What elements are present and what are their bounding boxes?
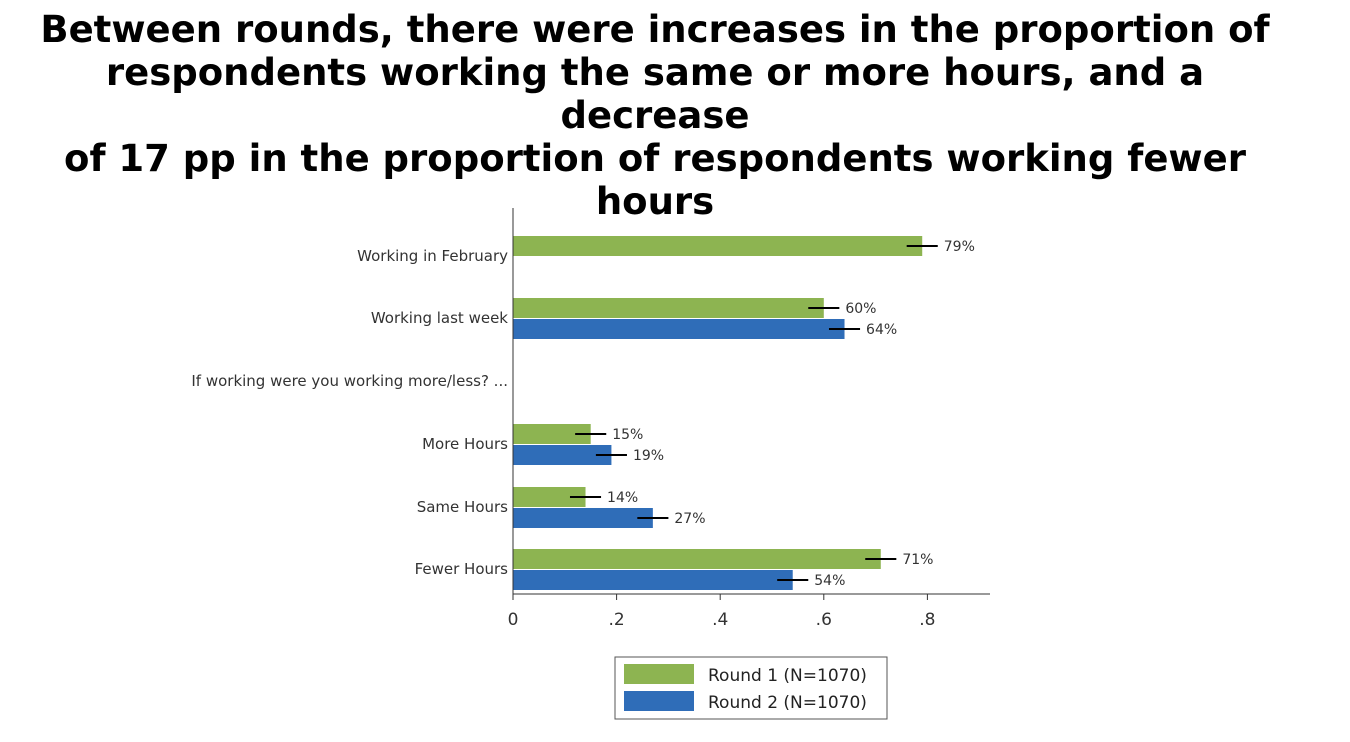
bar-round-1 [513,424,591,444]
category-label: More Hours [422,435,508,453]
category-label: Working in February [357,247,508,265]
axes-layer: Working in February Working last week If w… [191,208,990,630]
bar-round-2 [513,508,653,528]
bar-round-2 [513,445,612,465]
chart-title: Between rounds, there were increases in … [40,8,1270,223]
legend: Round 1 (N=1070) Round 2 (N=1070) [614,656,888,720]
x-tick-label: .8 [919,610,935,630]
bar-round-1 [513,549,881,569]
x-tick-label: .2 [608,610,624,630]
legend-label-round-2: Round 2 (N=1070) [708,693,867,713]
bar-round-2 [513,570,793,590]
bar-round-1 [513,487,586,507]
data-label: 19% [633,448,664,464]
legend-swatch-round-2 [624,691,694,711]
data-label: 60% [845,301,876,317]
data-label: 54% [814,573,845,589]
legend-swatch-round-1 [624,664,694,684]
bar-round-1 [513,298,824,318]
data-label: 14% [607,490,638,506]
category-label: If working were you working more/less? .… [191,372,508,390]
data-label: 27% [674,511,705,527]
legend-label-round-1: Round 1 (N=1070) [708,666,867,686]
x-tick-label: 0 [508,610,519,630]
bars-layer: 79% 60% 15% 14% 71% 64% 19% 27% 54% [513,236,975,590]
data-label: 79% [944,239,975,255]
category-label: Working last week [371,309,508,327]
bar-round-2 [513,319,845,339]
data-label: 71% [902,552,933,568]
data-label: 64% [866,322,897,338]
x-tick-label: .4 [712,610,728,630]
category-label: Fewer Hours [415,560,509,578]
data-label: 15% [612,427,643,443]
x-tick-label: .6 [816,610,832,630]
category-label: Same Hours [417,498,508,516]
bar-round-1 [513,236,923,256]
